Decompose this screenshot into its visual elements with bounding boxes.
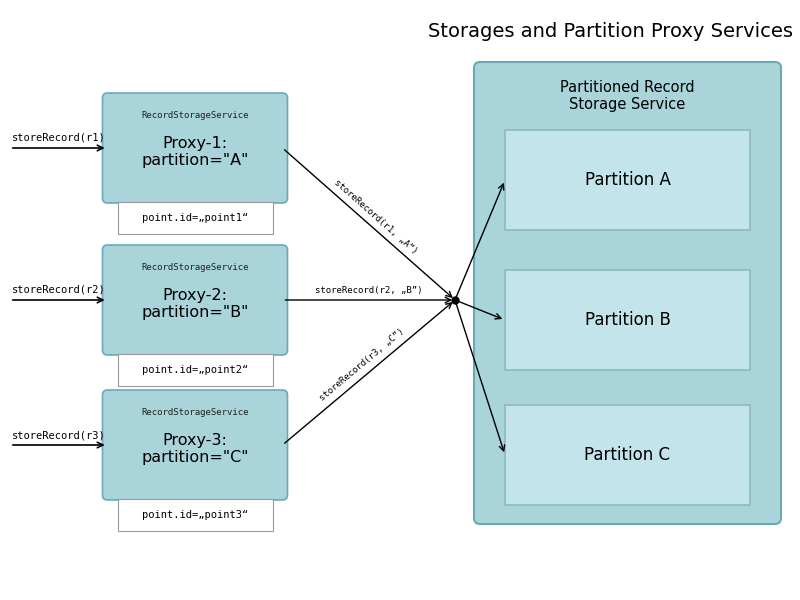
Text: Partition A: Partition A xyxy=(585,171,670,189)
Text: storeRecord(r2, „B”): storeRecord(r2, „B”) xyxy=(315,286,422,295)
Text: point.id=„point1“: point.id=„point1“ xyxy=(142,213,248,223)
Text: storeRecord(r3, „C”): storeRecord(r3, „C”) xyxy=(318,327,406,403)
FancyBboxPatch shape xyxy=(102,390,287,500)
FancyBboxPatch shape xyxy=(505,130,750,230)
Text: storeRecord(r2): storeRecord(r2) xyxy=(12,285,106,295)
FancyBboxPatch shape xyxy=(102,93,287,203)
FancyBboxPatch shape xyxy=(102,245,287,355)
FancyBboxPatch shape xyxy=(505,405,750,505)
Text: Proxy-1:
partition="A": Proxy-1: partition="A" xyxy=(142,136,249,168)
Text: storeRecord(r1, „A“): storeRecord(r1, „A“) xyxy=(332,178,418,256)
Text: Storages and Partition Proxy Services: Storages and Partition Proxy Services xyxy=(427,22,793,41)
Text: storeRecord(r1): storeRecord(r1) xyxy=(12,133,106,143)
Text: point.id=„point3“: point.id=„point3“ xyxy=(142,510,248,520)
Text: Partition B: Partition B xyxy=(585,311,670,329)
Text: Proxy-3:
partition="C": Proxy-3: partition="C" xyxy=(142,433,249,465)
FancyBboxPatch shape xyxy=(118,202,273,234)
Text: Proxy-2:
partition="B": Proxy-2: partition="B" xyxy=(142,288,249,320)
FancyBboxPatch shape xyxy=(505,270,750,370)
FancyBboxPatch shape xyxy=(118,499,273,531)
FancyBboxPatch shape xyxy=(474,62,781,524)
Text: RecordStorageService: RecordStorageService xyxy=(142,263,249,272)
FancyBboxPatch shape xyxy=(118,354,273,386)
Text: Partitioned Record
Storage Service: Partitioned Record Storage Service xyxy=(560,80,695,112)
Text: RecordStorageService: RecordStorageService xyxy=(142,111,249,120)
Text: storeRecord(r3): storeRecord(r3) xyxy=(12,430,106,440)
Text: point.id=„point2“: point.id=„point2“ xyxy=(142,365,248,375)
Text: Partition C: Partition C xyxy=(585,446,670,464)
Text: RecordStorageService: RecordStorageService xyxy=(142,408,249,417)
